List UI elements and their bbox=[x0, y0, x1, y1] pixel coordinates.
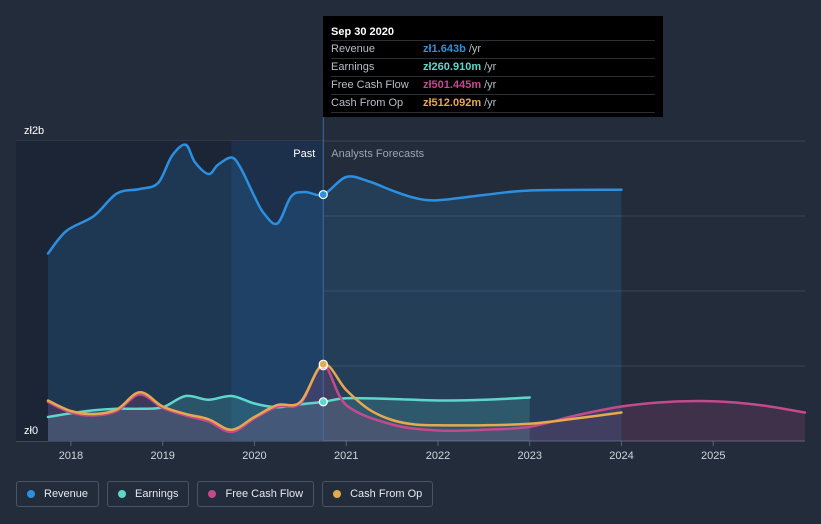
earnings-marker bbox=[318, 397, 328, 407]
cash-from-op-line bbox=[46, 362, 623, 431]
series-areas bbox=[48, 144, 805, 442]
past-label: Past bbox=[293, 148, 315, 160]
earnings-line bbox=[46, 394, 531, 419]
series-lines bbox=[46, 143, 807, 434]
legend-dot-icon bbox=[27, 490, 35, 498]
tooltip-row-value: zł512.092m bbox=[423, 97, 482, 109]
legend-dot-icon bbox=[208, 490, 217, 498]
tooltip-row-name: Revenue bbox=[331, 43, 376, 55]
earnings-area bbox=[48, 395, 530, 441]
tooltip-row-value: zł501.445m bbox=[423, 79, 482, 91]
tooltip-row-name: Earnings bbox=[331, 61, 375, 73]
tooltip-row-unit: /yr bbox=[468, 43, 482, 55]
x-tick-label: 2021 bbox=[334, 450, 358, 462]
x-tick-label: 2020 bbox=[242, 450, 266, 462]
legend-label: Revenue bbox=[44, 488, 89, 500]
x-tick-label: 2018 bbox=[59, 450, 83, 462]
tooltip-row-cash-from-op: Cash From Op zł512.092m /yr bbox=[331, 94, 655, 113]
legend-label: Cash From Op bbox=[350, 488, 423, 500]
tooltip-row-earnings: Earnings zł260.910m /yr bbox=[331, 58, 655, 76]
cash-from-op-marker bbox=[318, 359, 328, 369]
legend-label: Earnings bbox=[135, 488, 179, 500]
tooltip-row-unit: /yr bbox=[484, 79, 497, 91]
tooltip-row-unit: /yr bbox=[484, 61, 497, 73]
tooltip-row-revenue: Revenue zł1.643b /yr bbox=[331, 40, 655, 58]
tooltip-row-value: zł260.910m bbox=[423, 61, 482, 73]
free-cash-flow-area bbox=[48, 365, 805, 441]
tooltip: Sep 30 2020 Revenue zł1.643b /yr Earning… bbox=[323, 16, 663, 117]
x-tick-label: 2024 bbox=[609, 450, 633, 462]
tooltip-row-free-cash-flow: Free Cash Flow zł501.445m /yr bbox=[331, 76, 655, 94]
y-axis-top-label: zł2b bbox=[24, 125, 44, 137]
forecast-label: Analysts Forecasts bbox=[331, 148, 424, 160]
tooltip-date: Sep 30 2020 bbox=[331, 26, 394, 38]
legend: Revenue Earnings Free Cash Flow Cash Fro… bbox=[16, 481, 434, 507]
hover-markers bbox=[318, 189, 328, 407]
revenue-marker bbox=[318, 189, 328, 200]
legend-dot-icon bbox=[118, 490, 127, 498]
legend-item-earnings[interactable]: Earnings bbox=[107, 481, 190, 507]
legend-item-cash-from-op[interactable]: Cash From Op bbox=[322, 481, 434, 507]
x-tick-label: 2025 bbox=[701, 450, 725, 462]
tooltip-row-name: Free Cash Flow bbox=[331, 79, 409, 91]
y-axis-bottom-label: zł0 bbox=[24, 425, 38, 437]
tooltip-row-name: Cash From Op bbox=[331, 97, 404, 109]
legend-label: Free Cash Flow bbox=[225, 488, 304, 500]
revenue-line bbox=[46, 143, 623, 255]
tooltip-row-unit: /yr bbox=[484, 97, 497, 109]
legend-item-free-cash-flow[interactable]: Free Cash Flow bbox=[197, 481, 315, 507]
legend-dot-icon bbox=[333, 490, 342, 498]
x-tick-label: 2023 bbox=[517, 450, 541, 462]
x-tick-label: 2022 bbox=[426, 450, 450, 462]
revenue-area bbox=[48, 144, 622, 442]
x-tick-label: 2019 bbox=[150, 450, 174, 462]
tooltip-row-value: zł1.643b bbox=[423, 43, 466, 55]
legend-item-revenue[interactable]: Revenue bbox=[16, 481, 100, 507]
x-axis-ticks: 2018 2019 2020 2021 2022 2023 2024 2025 bbox=[59, 441, 725, 462]
